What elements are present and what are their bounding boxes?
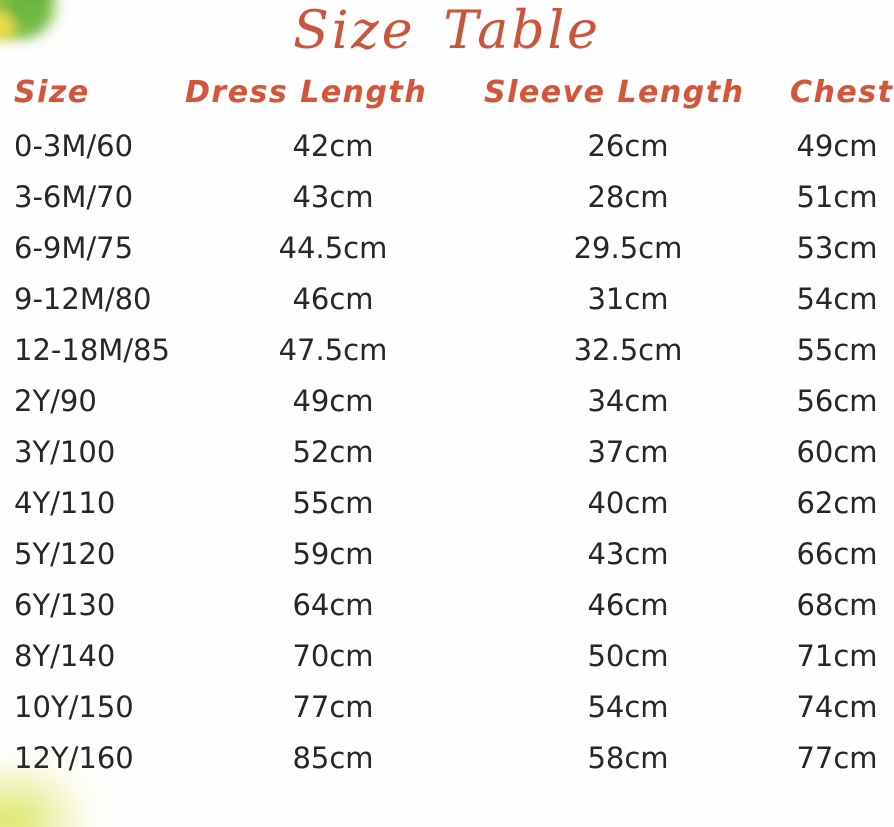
cell-size: 6Y/130	[14, 588, 116, 622]
table-row: 6Y/130 64cm 46cm 68cm	[0, 585, 894, 636]
cell-sleeve-length: 58cm	[587, 741, 669, 775]
cell-chest: 60cm	[796, 435, 878, 469]
cell-chest: 66cm	[796, 537, 878, 571]
cell-sleeve-length: 29.5cm	[573, 231, 683, 265]
cell-dress-length: 49cm	[292, 384, 374, 418]
cell-dress-length: 42cm	[292, 129, 374, 163]
cell-size: 9-12M/80	[14, 282, 152, 316]
cell-chest: 49cm	[796, 129, 878, 163]
table-row: 9-12M/80 46cm 31cm 54cm	[0, 279, 894, 330]
cell-dress-length: 46cm	[292, 282, 374, 316]
cell-dress-length: 59cm	[292, 537, 374, 571]
table-row: 10Y/150 77cm 54cm 74cm	[0, 687, 894, 738]
cell-chest: 53cm	[796, 231, 878, 265]
table-body: 0-3M/60 42cm 26cm 49cm 3-6M/70 43cm 28cm 51cm 6-…	[0, 126, 894, 789]
cell-sleeve-length: 32.5cm	[573, 333, 683, 367]
table-header-row: Size Dress Length Sleeve Length Chest	[0, 73, 894, 117]
table-row: 0-3M/60 42cm 26cm 49cm	[0, 126, 894, 177]
cell-chest: 51cm	[796, 180, 878, 214]
cell-dress-length: 55cm	[292, 486, 374, 520]
cell-chest: 56cm	[796, 384, 878, 418]
table-row: 2Y/90 49cm 34cm 56cm	[0, 381, 894, 432]
column-header-sleeve-length: Sleeve Length	[484, 75, 745, 110]
cell-chest: 77cm	[796, 741, 878, 775]
cell-chest: 55cm	[796, 333, 878, 367]
cell-sleeve-length: 43cm	[587, 537, 669, 571]
column-header-dress-length: Dress Length	[185, 75, 428, 110]
cell-sleeve-length: 28cm	[587, 180, 669, 214]
cell-size: 12Y/160	[14, 741, 134, 775]
cell-dress-length: 44.5cm	[278, 231, 388, 265]
cell-size: 12-18M/85	[14, 333, 170, 367]
cell-size: 8Y/140	[14, 639, 116, 673]
page-title-word-table: Table	[443, 1, 601, 61]
cell-sleeve-length: 26cm	[587, 129, 669, 163]
cell-chest: 68cm	[796, 588, 878, 622]
table-row: 3-6M/70 43cm 28cm 51cm	[0, 177, 894, 228]
cell-size: 2Y/90	[14, 384, 97, 418]
cell-dress-length: 43cm	[292, 180, 374, 214]
cell-size: 4Y/110	[14, 486, 116, 520]
cell-dress-length: 70cm	[292, 639, 374, 673]
cell-sleeve-length: 50cm	[587, 639, 669, 673]
cell-chest: 71cm	[796, 639, 878, 673]
table-row: 12-18M/85 47.5cm 32.5cm 55cm	[0, 330, 894, 381]
table-row: 6-9M/75 44.5cm 29.5cm 53cm	[0, 228, 894, 279]
cell-dress-length: 85cm	[292, 741, 374, 775]
cell-sleeve-length: 31cm	[587, 282, 669, 316]
cell-dress-length: 64cm	[292, 588, 374, 622]
page-title: Size Table	[0, 2, 894, 60]
cell-sleeve-length: 37cm	[587, 435, 669, 469]
cell-sleeve-length: 46cm	[587, 588, 669, 622]
cell-chest: 62cm	[796, 486, 878, 520]
column-header-size: Size	[14, 75, 90, 110]
cell-chest: 74cm	[796, 690, 878, 724]
table-row: 4Y/110 55cm 40cm 62cm	[0, 483, 894, 534]
cell-size: 0-3M/60	[14, 129, 134, 163]
cell-size: 3-6M/70	[14, 180, 134, 214]
cell-dress-length: 52cm	[292, 435, 374, 469]
table-row: 3Y/100 52cm 37cm 60cm	[0, 432, 894, 483]
cell-sleeve-length: 40cm	[587, 486, 669, 520]
table-row: 5Y/120 59cm 43cm 66cm	[0, 534, 894, 585]
cell-size: 3Y/100	[14, 435, 116, 469]
cell-size: 5Y/120	[14, 537, 116, 571]
cell-sleeve-length: 54cm	[587, 690, 669, 724]
cell-dress-length: 47.5cm	[278, 333, 388, 367]
table-row: 12Y/160 85cm 58cm 77cm	[0, 738, 894, 789]
cell-sleeve-length: 34cm	[587, 384, 669, 418]
page-title-word-size: Size	[293, 1, 416, 61]
cell-chest: 54cm	[796, 282, 878, 316]
cell-size: 10Y/150	[14, 690, 134, 724]
table-row: 8Y/140 70cm 50cm 71cm	[0, 636, 894, 687]
column-header-chest: Chest	[790, 75, 894, 110]
cell-size: 6-9M/75	[14, 231, 134, 265]
cell-dress-length: 77cm	[292, 690, 374, 724]
